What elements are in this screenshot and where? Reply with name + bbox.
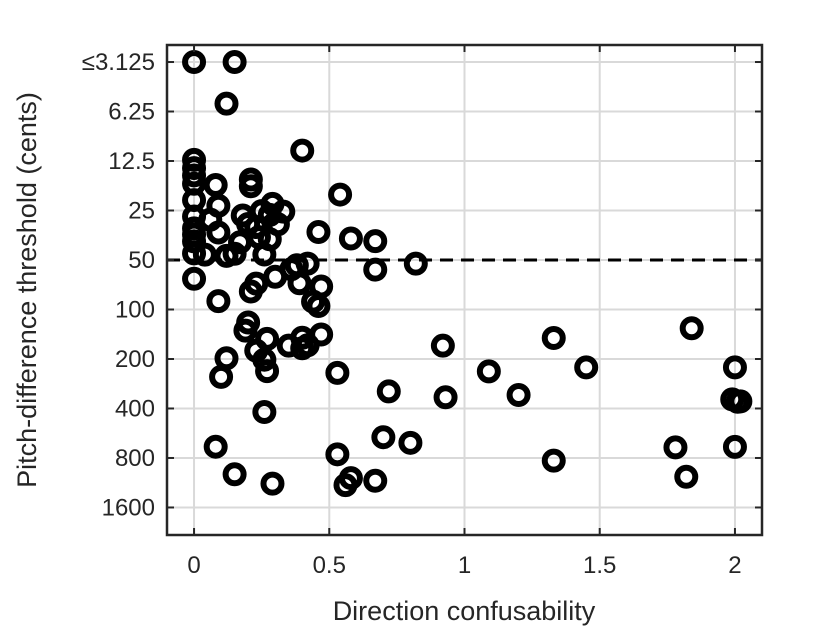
y-tick-label: 800 [115, 445, 155, 472]
y-axis-ticks: ≤3.125 6.25 12.5 25 50 100 200 400 800 1600 [82, 49, 762, 521]
data-point [203, 434, 228, 459]
data-point [306, 294, 331, 319]
data-point [363, 257, 388, 282]
y-tick-label: 400 [115, 395, 155, 422]
data-point [238, 174, 263, 199]
data-point [182, 241, 207, 266]
data-point [363, 229, 388, 254]
data-point [674, 464, 699, 489]
data-point [679, 316, 704, 341]
data-point [403, 251, 428, 276]
data-point [506, 382, 531, 407]
x-tick-label: 1.5 [583, 552, 616, 579]
x-tick-label: 1 [458, 552, 471, 579]
data-point [363, 468, 388, 493]
y-tick-label: 25 [128, 198, 155, 225]
y-tick-label: 1600 [102, 494, 155, 521]
data-point [325, 442, 350, 467]
data-point [338, 226, 363, 251]
data-point [252, 242, 277, 267]
data-point [255, 359, 280, 384]
data-point [233, 318, 258, 343]
data-point [222, 241, 247, 266]
data-point [287, 271, 312, 296]
y-tick-label: 50 [128, 247, 155, 274]
data-point [203, 173, 228, 198]
data-point [430, 333, 455, 358]
data-point [222, 462, 247, 487]
x-tick-label: 2 [728, 552, 741, 579]
data-point [663, 435, 688, 460]
data-point [209, 364, 234, 389]
data-point [722, 355, 747, 380]
data-point [206, 289, 231, 314]
data-point [433, 385, 458, 410]
y-tick-label: 6.25 [108, 99, 155, 126]
data-point [182, 50, 207, 75]
x-tick-label: 0.5 [313, 552, 346, 579]
data-point [252, 347, 277, 372]
data-points [182, 50, 753, 498]
data-point [328, 182, 353, 207]
data-point [295, 333, 320, 358]
data-point [192, 242, 217, 267]
y-tick-label: 200 [115, 346, 155, 373]
y-axis-title: Pitch-difference threshold (cents) [12, 92, 42, 488]
data-point [476, 359, 501, 384]
data-point [290, 138, 315, 163]
x-tick-label: 0 [187, 552, 200, 579]
data-point [728, 389, 753, 414]
data-point [206, 220, 231, 245]
data-point [260, 471, 285, 496]
data-point [325, 360, 350, 385]
data-point [722, 434, 747, 459]
data-point [263, 264, 288, 289]
data-point [398, 430, 423, 455]
data-point [252, 399, 277, 424]
x-axis-ticks: 0 0.5 1 1.5 2 [187, 45, 742, 579]
y-tick-label: 100 [115, 296, 155, 323]
data-point [238, 279, 263, 304]
data-point [574, 355, 599, 380]
x-axis-title: Direction confusability [333, 596, 596, 626]
data-point [222, 50, 247, 75]
y-tick-label: 12.5 [108, 148, 155, 175]
data-point [371, 425, 396, 450]
data-point [214, 91, 239, 116]
data-point [306, 220, 331, 245]
data-point [541, 325, 566, 350]
y-tick-label: ≤3.125 [82, 49, 155, 76]
data-point [376, 379, 401, 404]
data-point [182, 266, 207, 291]
data-point [182, 163, 207, 188]
data-point [333, 473, 358, 498]
data-point [541, 448, 566, 473]
